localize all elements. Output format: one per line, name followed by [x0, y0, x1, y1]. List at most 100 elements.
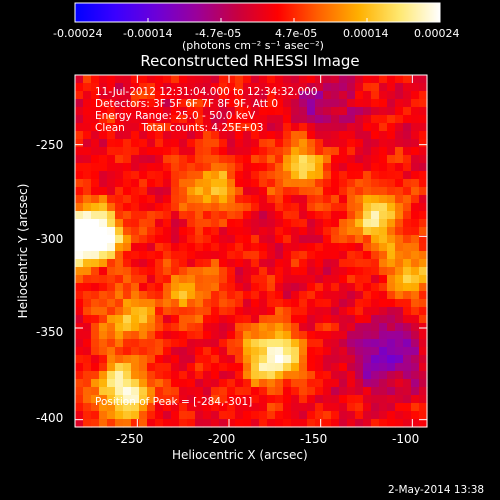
heatmap-cell [267, 291, 276, 300]
heatmap-cell [195, 235, 204, 244]
heatmap-cell [211, 299, 220, 308]
heatmap-cell [251, 259, 260, 268]
heatmap-cell [259, 251, 268, 260]
heatmap-cell [195, 195, 204, 204]
heatmap-cell [419, 259, 428, 268]
heatmap-cell [307, 323, 316, 332]
heatmap-cell [115, 123, 124, 132]
heatmap-cell [379, 371, 388, 380]
heatmap-cell [243, 163, 252, 172]
heatmap-cell [187, 171, 196, 180]
heatmap-cell [227, 275, 236, 284]
heatmap-cell [171, 379, 180, 388]
heatmap-cell [267, 419, 276, 428]
heatmap-cell [115, 299, 124, 308]
heatmap-cell [275, 299, 284, 308]
heatmap-cell [91, 411, 100, 420]
heatmap-cell [115, 179, 124, 188]
heatmap-cell [75, 267, 84, 276]
heatmap-cell [355, 115, 364, 124]
heatmap-cell [163, 387, 172, 396]
heatmap-cell [75, 115, 84, 124]
heatmap-cell [267, 403, 276, 412]
heatmap-cell [99, 115, 108, 124]
heatmap-cell [251, 419, 260, 428]
heatmap-cell [275, 187, 284, 196]
heatmap-cell [291, 187, 300, 196]
heatmap-cell [339, 243, 348, 252]
heatmap-cell [267, 91, 276, 100]
heatmap-cell [315, 331, 324, 340]
heatmap-cell [227, 99, 236, 108]
heatmap-cell [123, 235, 132, 244]
heatmap-cell [371, 147, 380, 156]
colorbar-tick-label: 0.00024 [414, 27, 460, 40]
heatmap-cell [307, 83, 316, 92]
heatmap-cell [171, 395, 180, 404]
heatmap-cell [355, 211, 364, 220]
heatmap-cell [179, 171, 188, 180]
heatmap-cell [331, 83, 340, 92]
heatmap-cell [363, 379, 372, 388]
heatmap-cell [291, 91, 300, 100]
heatmap-cell [379, 195, 388, 204]
heatmap-cell [355, 187, 364, 196]
heatmap-cell [75, 363, 84, 372]
heatmap-cell [235, 155, 244, 164]
heatmap-cell [107, 163, 116, 172]
heatmap-cell [211, 315, 220, 324]
heatmap-cell [203, 211, 212, 220]
heatmap-cell [243, 235, 252, 244]
heatmap-cell [267, 307, 276, 316]
heatmap-cell [99, 235, 108, 244]
heatmap-cell [387, 187, 396, 196]
heatmap-cell [307, 155, 316, 164]
heatmap-cell [171, 363, 180, 372]
heatmap-cell [387, 155, 396, 164]
heatmap-cell [291, 251, 300, 260]
heatmap-cell [83, 211, 92, 220]
heatmap-cell [211, 339, 220, 348]
heatmap-cell [403, 83, 412, 92]
heatmap-cell [323, 355, 332, 364]
heatmap-cell [187, 211, 196, 220]
heatmap-cell [259, 171, 268, 180]
heatmap-cell [355, 203, 364, 212]
heatmap-cell [99, 275, 108, 284]
heatmap-cell [371, 99, 380, 108]
heatmap-cell [411, 131, 420, 140]
heatmap-cell [347, 379, 356, 388]
heatmap-cell [315, 227, 324, 236]
heatmap-cell [147, 187, 156, 196]
heatmap-cell [395, 251, 404, 260]
heatmap-cell [83, 203, 92, 212]
heatmap-cell [163, 355, 172, 364]
heatmap-cell [323, 395, 332, 404]
heatmap-cell [227, 219, 236, 228]
heatmap-cell [75, 227, 84, 236]
heatmap-cell [259, 347, 268, 356]
heatmap-cell [155, 227, 164, 236]
heatmap-cell [171, 355, 180, 364]
heatmap-cell [331, 411, 340, 420]
heatmap-cell [395, 147, 404, 156]
heatmap-cell [195, 147, 204, 156]
heatmap-cell [259, 227, 268, 236]
heatmap-cell [355, 315, 364, 324]
heatmap-cell [419, 75, 428, 84]
heatmap-cell [251, 363, 260, 372]
heatmap-cell [219, 355, 228, 364]
heatmap-cell [203, 387, 212, 396]
heatmap-cell [155, 307, 164, 316]
heatmap-cell [323, 123, 332, 132]
heatmap-cell [203, 155, 212, 164]
heatmap-cell [323, 107, 332, 116]
heatmap-cell [83, 115, 92, 124]
heatmap-cell [379, 91, 388, 100]
heatmap-cell [107, 275, 116, 284]
heatmap-cell [131, 131, 140, 140]
heatmap-cell [147, 315, 156, 324]
heatmap-cell [227, 211, 236, 220]
heatmap-cell [131, 283, 140, 292]
heatmap-cell [131, 315, 140, 324]
